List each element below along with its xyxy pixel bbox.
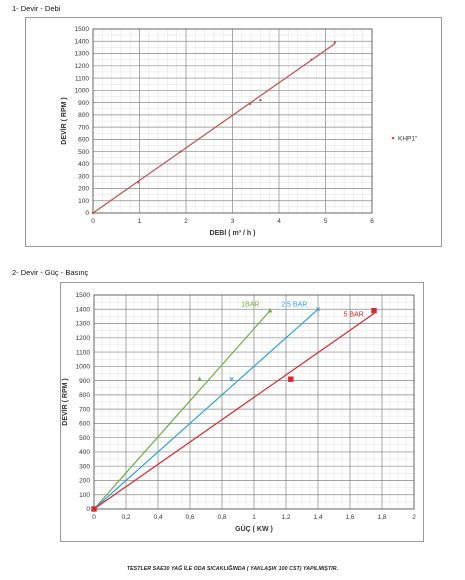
x-axis-label: GÜÇ ( KW ) [235, 524, 273, 533]
x-tick-label: 0,8 [217, 514, 226, 521]
legend-marker [391, 136, 395, 140]
y-tick-label: 900 [78, 100, 89, 107]
y-tick-label: 1200 [75, 63, 90, 70]
footnote: TESTLER SAE30 YAĞ İLE ODA SICAKLIĞINDA (… [126, 566, 339, 572]
y-tick-label: 0 [86, 506, 90, 513]
plot-area-border [92, 28, 373, 214]
y-tick-label: 100 [78, 198, 89, 205]
data-point [315, 307, 321, 312]
trendline [92, 43, 336, 214]
series-label: 1BAR [241, 301, 259, 308]
x-tick-label: 1,8 [377, 514, 386, 521]
plot-area-border [93, 294, 415, 510]
x-tick-label: 5 [324, 218, 328, 225]
y-tick-label: 1000 [75, 88, 90, 95]
x-tick-label: 1 [252, 514, 256, 521]
y-tick-label: 700 [78, 124, 89, 131]
x-tick-label: 4 [277, 218, 281, 225]
y-tick-label: 700 [79, 406, 90, 413]
y-tick-label: 1200 [76, 335, 91, 342]
section-title-devir-debi: 1- Devir - Debi [12, 4, 61, 13]
y-tick-label: 600 [79, 421, 90, 428]
data-point [91, 211, 95, 215]
x-tick-label: 1,4 [313, 514, 322, 521]
x-tick-label: 2 [412, 514, 416, 521]
y-tick-label: 1100 [75, 75, 89, 82]
data-point [259, 98, 262, 102]
trendline [93, 308, 319, 510]
y-tick-label: 300 [78, 173, 89, 180]
y-tick-label: 1100 [76, 349, 90, 356]
x-tick-label: 3 [231, 218, 235, 225]
y-tick-label: 500 [78, 149, 89, 156]
series-label: 5 BAR [344, 311, 364, 318]
data-point [288, 376, 294, 382]
data-point [333, 41, 336, 44]
y-tick-label: 400 [78, 161, 89, 168]
chart-devir-guc-basinc-svg: 0 0,2 0,4 0,6 0,8 1 1,2 1,4 1,6 1,8 2 0 100 200 300 400… [61, 292, 416, 533]
data-point [229, 377, 234, 382]
y-tick-label: 500 [79, 435, 90, 442]
data-point [248, 102, 252, 106]
data-point [371, 307, 377, 314]
x-tick-label: 0 [92, 514, 96, 521]
x-tick-label: 2 [184, 218, 188, 225]
section-title-devir-guc-basinc: 2- Devir - Güç - Basınç [12, 268, 89, 277]
data-point [267, 308, 273, 313]
trendline [93, 310, 271, 510]
data-point [136, 181, 140, 184]
data-point [179, 150, 182, 153]
chart-devir-debi-svg: 0 1 2 3 4 5 6 0 100 200 300 400 500 600 700 800 900 1000 1… [60, 26, 418, 237]
x-axis-label: DEBİ ( m³ / h ) [210, 229, 256, 237]
data-point [310, 58, 313, 61]
x-tick-label: 0 [91, 218, 95, 225]
y-tick-label: 300 [79, 463, 90, 470]
y-axis-label: DEVİR ( RPM ) [61, 378, 69, 425]
x-tick-label: 1,2 [281, 514, 290, 521]
x-tick-label: 0,4 [153, 514, 162, 521]
series-label: 2,5 BAR [281, 301, 307, 308]
y-tick-label: 1000 [76, 364, 91, 371]
chart-devir-guc-basinc: 0 0,2 0,4 0,6 0,8 1 1,2 1,4 1,6 1,8 2 0 100 200 300 400… [60, 282, 424, 542]
y-tick-label: 800 [78, 112, 89, 119]
y-tick-label: 0 [85, 210, 89, 217]
y-tick-label: 200 [79, 478, 90, 485]
y-tick-label: 1500 [75, 26, 90, 33]
data-point [197, 376, 202, 381]
y-tick-label: 1400 [76, 306, 91, 313]
y-tick-label: 1300 [75, 51, 90, 58]
trendline [93, 313, 375, 510]
y-tick-label: 1300 [76, 321, 91, 328]
legend-label: KHP1" [398, 135, 418, 142]
chart-devir-debi: 0 1 2 3 4 5 6 0 100 200 300 400 500 600 700 800 900 1000 1… [25, 17, 442, 247]
y-tick-label: 400 [79, 449, 90, 456]
x-tick-label: 1 [138, 218, 142, 225]
y-tick-label: 1400 [75, 38, 90, 45]
x-tick-label: 0,6 [185, 514, 194, 521]
y-tick-label: 100 [79, 492, 90, 499]
y-axis-label: DEVİR ( RPM ) [60, 97, 68, 144]
y-tick-label: 800 [79, 392, 90, 399]
y-tick-label: 900 [79, 378, 90, 385]
y-tick-label: 200 [78, 186, 89, 193]
x-tick-label: 6 [370, 218, 374, 225]
y-tick-label: 600 [78, 137, 89, 144]
x-tick-label: 0,2 [121, 514, 130, 521]
y-tick-label: 1500 [76, 292, 91, 299]
data-point [91, 506, 97, 512]
x-tick-label: 1,6 [345, 514, 354, 521]
